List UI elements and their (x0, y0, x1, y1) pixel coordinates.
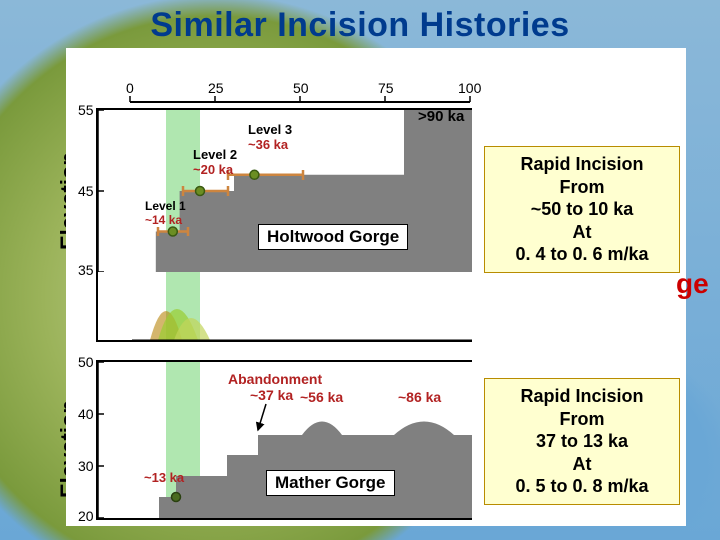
callout-holtwood: Rapid Incision From ~50 to 10 ka At 0. 4… (484, 146, 680, 273)
svg-text:Level 2: Level 2 (193, 147, 237, 162)
svg-text:Level 1: Level 1 (145, 199, 186, 213)
loy-20: 20 (78, 508, 94, 524)
callout-line: 37 to 13 ka (536, 431, 628, 451)
xtick-100: 100 (458, 80, 481, 96)
svg-text:~20 ka: ~20 ka (193, 162, 234, 177)
mather-label: Mather Gorge (266, 470, 395, 496)
peek-text: ge (676, 268, 709, 300)
svg-text:Abandonment: Abandonment (228, 371, 322, 387)
callout-line: At (573, 222, 592, 242)
loy-40: 40 (78, 406, 94, 422)
callout-line: From (560, 409, 605, 429)
gt90ka-label: >90 ka (418, 108, 464, 125)
callout-line: 0. 4 to 0. 6 m/ka (515, 244, 648, 264)
callout-line: Rapid Incision (520, 154, 643, 174)
svg-text:~56 ka: ~56 ka (300, 389, 343, 405)
loy-30: 30 (78, 458, 94, 474)
xtick-75: 75 (378, 80, 394, 96)
pdf-strip-svg (98, 272, 472, 340)
xtick-50: 50 (293, 80, 309, 96)
svg-text:~14 ka: ~14 ka (145, 213, 182, 227)
svg-text:~13 ka: ~13 ka (144, 470, 185, 485)
holtwood-label: Holtwood Gorge (258, 224, 408, 250)
callout-line: At (573, 454, 592, 474)
svg-text:Level 3: Level 3 (248, 122, 292, 137)
pdf-strip (96, 272, 472, 342)
callout-line: ~50 to 10 ka (531, 199, 634, 219)
callout-line: From (560, 177, 605, 197)
xtick-0: 0 (126, 80, 134, 96)
upy-45: 45 (78, 183, 94, 199)
svg-text:~86 ka: ~86 ka (398, 389, 441, 405)
callout-mather: Rapid Incision From 37 to 13 ka At 0. 5 … (484, 378, 680, 505)
lower-panel: Abandonment ~37 ka ~56 ka ~86 ka ~13 ka (96, 360, 472, 520)
callout-line: 0. 5 to 0. 8 m/ka (515, 476, 648, 496)
upy-55: 55 (78, 102, 94, 118)
svg-text:~37 ka: ~37 ka (250, 387, 293, 403)
svg-text:~36 ka: ~36 ka (248, 137, 289, 152)
upy-35: 35 (78, 262, 94, 278)
callout-line: Rapid Incision (520, 386, 643, 406)
slide-root: Similar Incision Histories Thousands of … (0, 0, 720, 540)
xtick-25: 25 (208, 80, 224, 96)
loy-50: 50 (78, 354, 94, 370)
